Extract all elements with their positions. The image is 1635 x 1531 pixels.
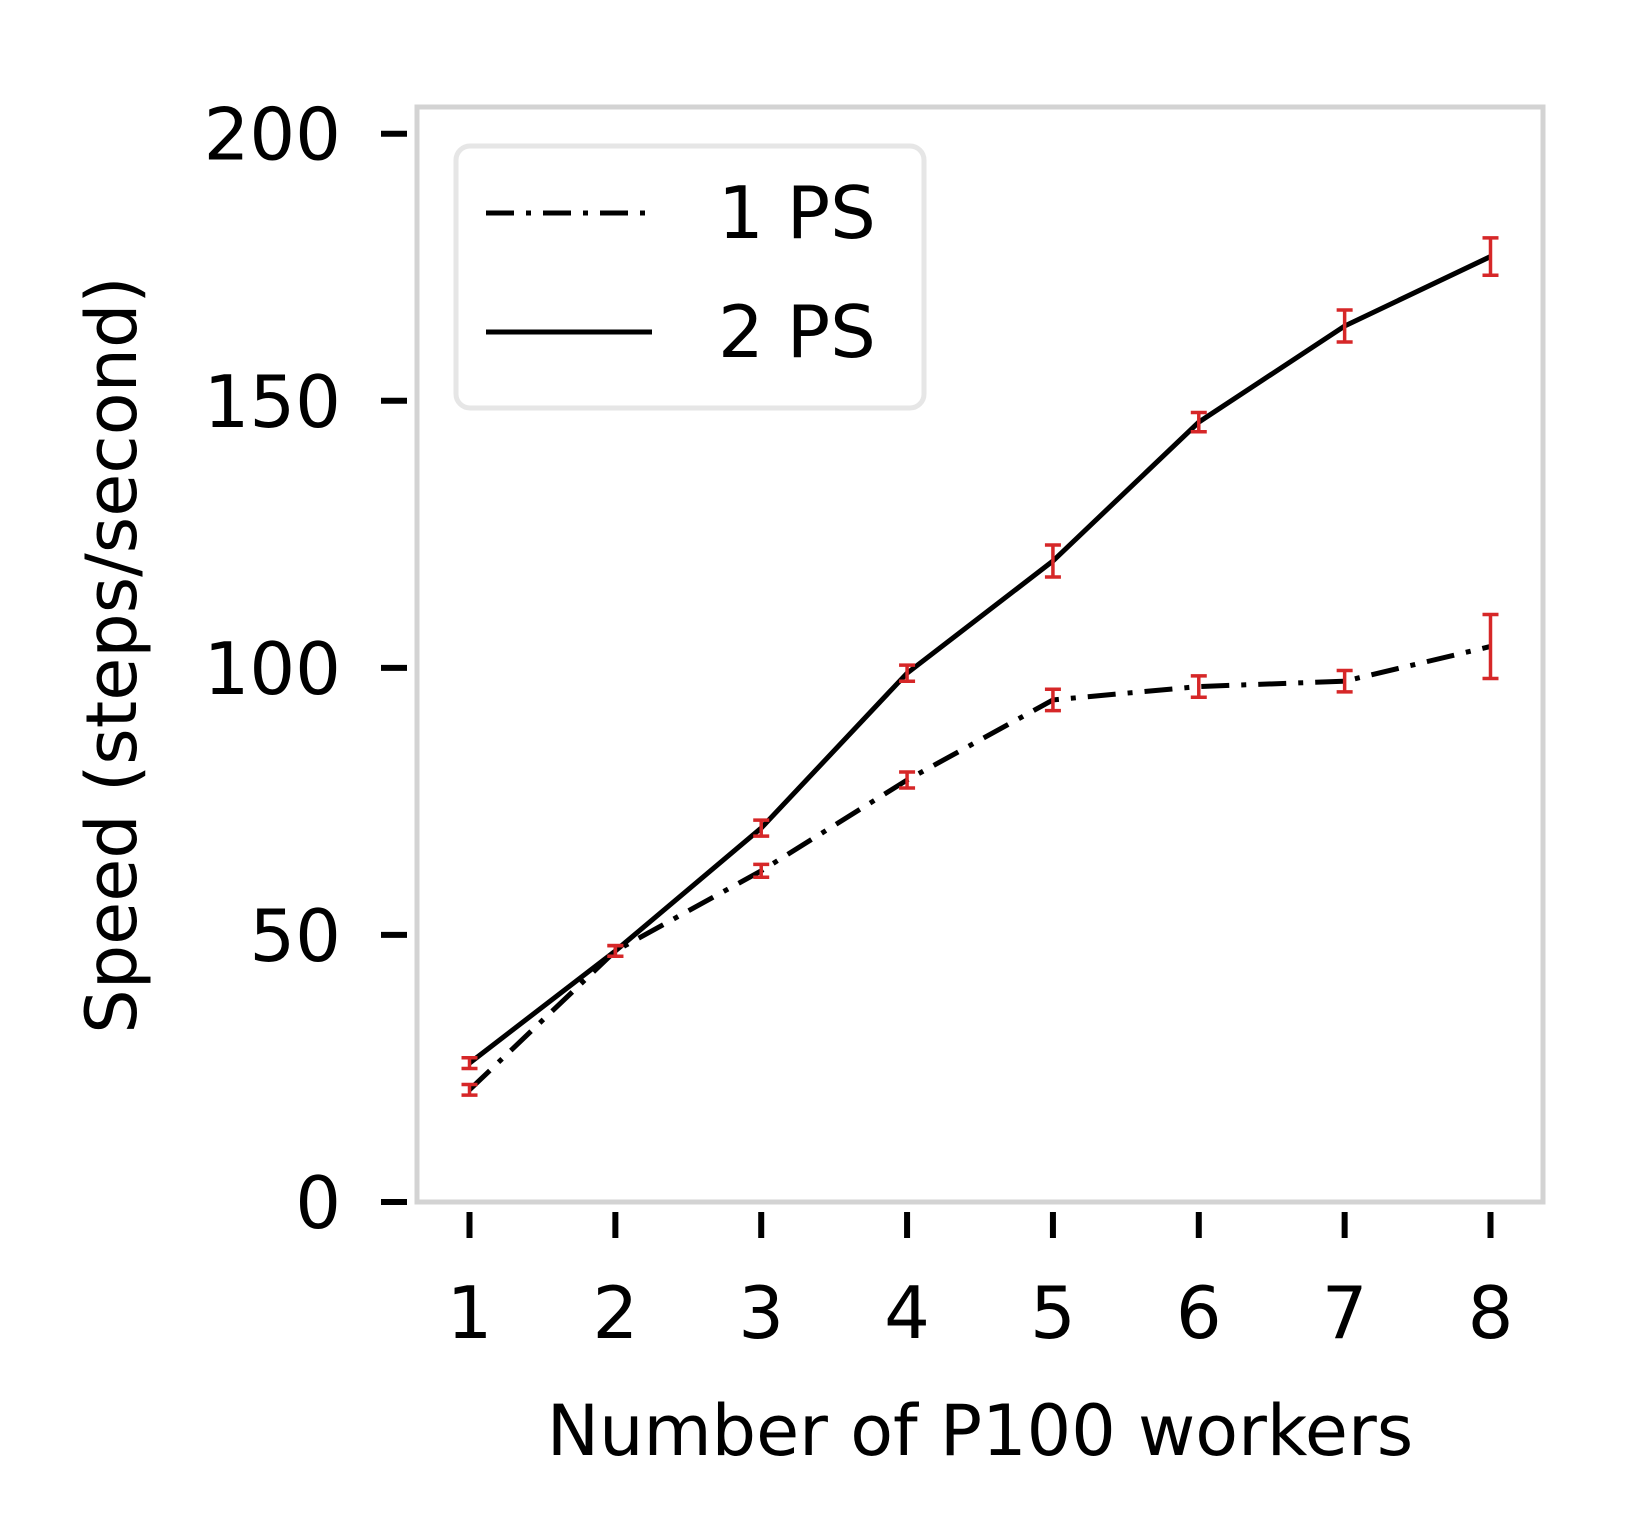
error-bar xyxy=(899,663,916,683)
series-line-1-ps xyxy=(467,644,1492,1092)
y-tick-label: 150 xyxy=(204,360,341,444)
legend-frame xyxy=(453,143,927,411)
error-bar xyxy=(899,770,916,790)
legend-label-1-ps: 1 PS xyxy=(718,171,876,255)
x-tick-label: 8 xyxy=(1468,1271,1514,1355)
x-tick-label: 6 xyxy=(1176,1271,1222,1355)
x-axis-label: Number of P100 workers xyxy=(547,1390,1413,1472)
error-bar xyxy=(753,862,770,879)
x-tick-label: 7 xyxy=(1322,1271,1368,1355)
error-bar xyxy=(1482,612,1499,681)
error-bar xyxy=(1044,543,1061,579)
x-tick-label: 2 xyxy=(592,1271,638,1355)
x-tick-label: 1 xyxy=(447,1271,493,1355)
error-bar xyxy=(1482,236,1499,278)
error-bar xyxy=(753,818,770,838)
error-bar xyxy=(1336,668,1353,694)
y-axis-label: Speed (steps/second) xyxy=(71,276,153,1033)
error-bar xyxy=(461,1056,478,1071)
x-tick-label: 5 xyxy=(1030,1271,1076,1355)
x-tick-label: 3 xyxy=(738,1271,784,1355)
error-bar xyxy=(1044,687,1061,713)
x-ticks: 1 2 3 4 5 6 7 8 xyxy=(447,1212,1514,1355)
series-line-2-ps xyxy=(467,254,1492,1066)
y-tick-label: 100 xyxy=(204,627,341,711)
error-bar xyxy=(461,1082,478,1097)
y-tick-label: 0 xyxy=(295,1161,341,1245)
error-bar xyxy=(1190,410,1207,434)
legend-label-2-ps: 2 PS xyxy=(718,290,876,374)
y-tick-label: 200 xyxy=(204,93,341,177)
y-ticks: 0 50 100 150 200 xyxy=(204,93,407,1245)
error-bar xyxy=(1190,674,1207,699)
error-bar xyxy=(607,943,624,959)
x-tick-label: 4 xyxy=(884,1271,930,1355)
legend: 1 PS 2 PS xyxy=(453,143,927,411)
errorbar-layer xyxy=(461,236,1499,1097)
y-tick-label: 50 xyxy=(249,894,341,978)
series-layer xyxy=(467,254,1492,1092)
error-bar xyxy=(1336,308,1353,344)
